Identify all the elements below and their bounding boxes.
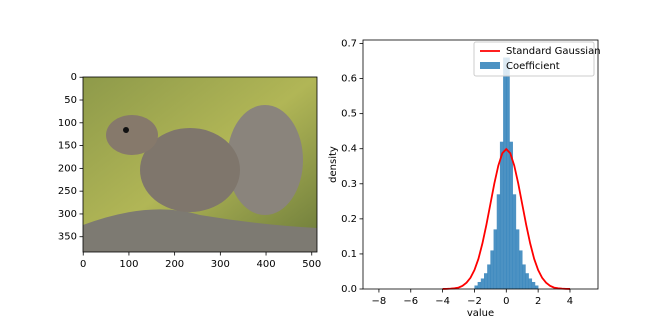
x-tick-label: 400 xyxy=(256,259,275,270)
histogram-bar xyxy=(519,250,523,289)
legend-patch xyxy=(480,62,500,69)
y-tick-label: 150 xyxy=(58,141,77,152)
histogram-bar xyxy=(484,273,488,289)
histogram-bar xyxy=(503,57,507,289)
photo xyxy=(83,77,317,252)
y-tick-label: 350 xyxy=(58,232,77,243)
y-tick-label: 50 xyxy=(64,95,77,106)
histogram-bar xyxy=(522,264,526,289)
y-tick-label: 0.3 xyxy=(341,179,357,190)
y-tick-label: 0.6 xyxy=(341,74,357,85)
y-tick-label: 0 xyxy=(71,72,77,83)
x-tick-label: −8 xyxy=(372,296,387,307)
y-tick-label: 0.1 xyxy=(341,249,357,260)
histogram-bar xyxy=(493,229,498,289)
axes-frame xyxy=(82,76,318,253)
histogram-bar xyxy=(534,285,539,289)
x-tick-label: −2 xyxy=(467,296,482,307)
histogram-bar xyxy=(487,264,491,289)
histogram-bar xyxy=(499,141,504,289)
x-tick-label: −6 xyxy=(403,296,418,307)
histogram-bar xyxy=(506,57,510,289)
x-axis-label: value xyxy=(467,308,494,319)
legend-label: Coefficient xyxy=(506,61,560,72)
histogram-bar xyxy=(477,281,482,289)
histogram-bar xyxy=(525,273,529,289)
y-tick-label: 0.0 xyxy=(341,284,357,295)
y-tick-label: 0.2 xyxy=(341,214,357,225)
x-tick-label: 100 xyxy=(119,259,138,270)
x-tick-label: 0 xyxy=(80,259,86,270)
y-tick-label: 0.4 xyxy=(341,144,357,155)
y-tick-label: 0.7 xyxy=(341,39,357,50)
x-tick-label: −4 xyxy=(435,296,450,307)
axes-frame xyxy=(362,39,599,290)
x-tick-label: 300 xyxy=(211,259,230,270)
y-tick-label: 0.5 xyxy=(341,109,357,120)
histogram-bar xyxy=(496,194,501,289)
x-tick-label: 4 xyxy=(567,296,573,307)
y-tick-label: 100 xyxy=(58,118,77,129)
histogram-bar xyxy=(474,285,478,289)
histogram-bar xyxy=(490,250,494,289)
x-tick-label: 2 xyxy=(535,296,541,307)
y-axis-label: density xyxy=(328,146,339,183)
x-tick-label: 200 xyxy=(165,259,184,270)
y-tick-label: 300 xyxy=(58,209,77,220)
histogram-bar xyxy=(509,141,513,289)
histogram-bar xyxy=(512,194,517,289)
y-tick-label: 250 xyxy=(58,186,77,197)
histogram-bar xyxy=(528,278,533,289)
x-tick-label: 0 xyxy=(503,296,509,307)
x-tick-label: 500 xyxy=(302,259,321,270)
histogram-bar xyxy=(531,281,536,289)
histogram-bar xyxy=(480,278,485,289)
legend-label: Standard Gaussian xyxy=(506,46,601,57)
histogram-bar xyxy=(515,229,520,289)
gaussian-line xyxy=(442,147,571,290)
y-tick-label: 200 xyxy=(58,163,77,174)
legend-box xyxy=(473,41,595,77)
